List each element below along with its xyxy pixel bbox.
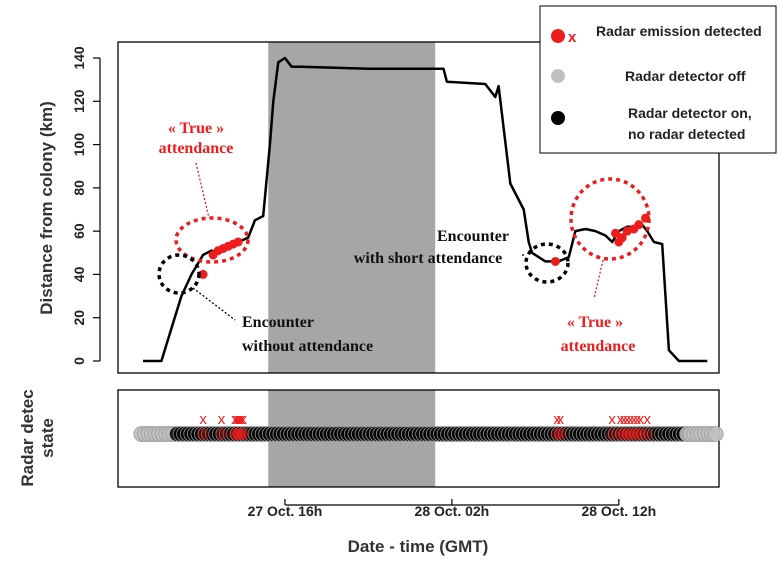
- state-dot: [707, 426, 724, 442]
- lower-panel-title-line1: Radar detec: [18, 389, 37, 486]
- legend-box: [539, 5, 777, 154]
- encounter-short-ellipse: [524, 242, 570, 284]
- state-dot-emission: [237, 428, 250, 440]
- emission-point: [610, 228, 620, 238]
- state-dot-emission: [197, 428, 210, 440]
- y-tick-label: 20: [71, 310, 87, 326]
- state-dot-emission: [554, 428, 567, 440]
- radar-state-dots: [133, 426, 724, 442]
- y-axis: 0 20 40 60 80 100 120 140: [71, 46, 101, 365]
- legend-emission-dot: [551, 29, 565, 43]
- state-dot-emission: [235, 428, 248, 440]
- y-tick-label: 80: [71, 180, 87, 196]
- state-dot-emission: [232, 428, 245, 440]
- emission-x-mark: x: [620, 411, 628, 428]
- state-dot-emission: [606, 428, 619, 440]
- y-axis-title: Distance from colony (km): [37, 101, 56, 315]
- upper-panel-frame: [117, 41, 720, 374]
- lower-panel-title-line2: state: [38, 418, 57, 458]
- emission-point: [233, 237, 243, 247]
- state-dot-emission: [215, 428, 228, 440]
- annot-encounter-without-1: Encounter: [242, 314, 314, 331]
- emission-x-mark: x: [236, 411, 244, 428]
- legend: x Radar emission detected Radar detector…: [539, 5, 777, 154]
- connector-left-black: [192, 287, 236, 321]
- emission-point: [198, 269, 208, 279]
- state-dot-emission: [627, 428, 640, 440]
- emission-x-mark: x: [608, 411, 616, 428]
- annot-true-left-1: « True »: [168, 120, 224, 137]
- emission-x-mark: x: [623, 411, 631, 428]
- emission-point: [634, 220, 644, 230]
- state-dot-emission: [624, 428, 637, 440]
- emission-x-mark: x: [553, 411, 561, 428]
- legend-off-label: Radar detector off: [625, 68, 746, 84]
- encounter-without-ellipse: [157, 253, 201, 295]
- emission-x-mark: x: [239, 411, 247, 428]
- x-tick-label: 28 Oct. 02h: [415, 503, 490, 519]
- true-attendance-right-ellipse: [569, 177, 651, 261]
- emission-x-mark: x: [199, 411, 207, 428]
- legend-emission-label: Radar emission detected: [596, 23, 762, 39]
- emission-x-mark: x: [218, 411, 226, 428]
- emission-x-mark: x: [231, 411, 239, 428]
- x-tick-label: 27 Oct. 16h: [248, 503, 323, 519]
- annot-encounter-short-1: Encounter: [437, 228, 509, 245]
- legend-emission-x: x: [568, 29, 577, 46]
- state-dot-emission: [614, 428, 627, 440]
- state-dot-emission: [621, 428, 634, 440]
- x-axis-title: Date - time (GMT): [348, 537, 489, 556]
- annot-encounter-without-2: without attendance: [242, 338, 373, 355]
- emission-x-mark: x: [633, 411, 641, 428]
- state-dot-emission: [634, 428, 647, 440]
- annot-true-left-2: attendance: [159, 140, 234, 157]
- state-dot-emission: [233, 428, 246, 440]
- y-tick-label: 140: [71, 46, 87, 70]
- emission-x-mark: x: [627, 411, 635, 428]
- emission-point: [550, 256, 560, 266]
- state-dot-emission: [641, 428, 654, 440]
- legend-off-dot: [551, 69, 565, 83]
- connector-right-red: [593, 259, 604, 300]
- y-tick-label: 100: [71, 133, 87, 157]
- x-axis: 27 Oct. 16h 28 Oct. 02h 28 Oct. 12h: [248, 499, 656, 519]
- state-dot-emission: [551, 428, 564, 440]
- y-tick-label: 40: [71, 266, 87, 282]
- state-dot-emission: [631, 428, 644, 440]
- emission-x-mark: x: [630, 411, 638, 428]
- emission-x-mark: x: [557, 411, 565, 428]
- shaded-period-upper: [268, 42, 436, 373]
- true-attendance-left-ellipse: [174, 216, 250, 264]
- y-tick-label: 0: [71, 357, 87, 365]
- emission-x-mark: x: [238, 411, 246, 428]
- emission-x-mark: x: [233, 411, 241, 428]
- emission-x-mark: x: [637, 411, 645, 428]
- annot-true-right-1: « True »: [567, 314, 623, 331]
- y-tick-label: 120: [71, 89, 87, 113]
- emission-x-mark: x: [234, 411, 242, 428]
- legend-on-label-1: Radar detector on,: [628, 105, 752, 121]
- connector-left-red: [195, 162, 210, 219]
- state-dot-emission: [230, 428, 243, 440]
- emission-x-mark: x: [643, 411, 651, 428]
- emission-x-mark: x: [617, 411, 625, 428]
- annot-true-right-2: attendance: [561, 338, 636, 355]
- emission-point: [617, 233, 627, 243]
- state-dot-emission: [617, 428, 630, 440]
- x-tick-label: 28 Oct. 12h: [581, 503, 656, 519]
- legend-on-dot: [551, 111, 565, 125]
- annot-encounter-short-2: with short attendance: [354, 250, 502, 267]
- legend-on-label-2: no radar detected: [628, 126, 745, 142]
- emission-points: [198, 213, 651, 279]
- y-tick-label: 60: [71, 223, 87, 239]
- state-dot-emission: [228, 428, 241, 440]
